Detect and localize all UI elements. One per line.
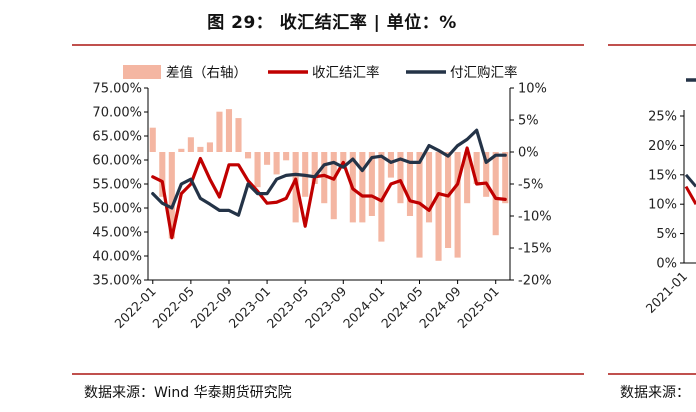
legend-label-settlement: 收汇结汇率: [312, 64, 380, 81]
diff-bar: [225, 109, 233, 152]
diff-bar: [454, 152, 461, 258]
diff-bar: [473, 152, 480, 184]
diff-bar: [340, 152, 347, 168]
diff-bar: [197, 146, 204, 152]
legend-label-purchase: 付汇购汇率: [450, 64, 518, 81]
right-tick-label: -20%: [518, 274, 552, 289]
diff-bar: [321, 152, 328, 204]
right-tick-label: 5%: [518, 114, 539, 129]
diff-bar: [159, 152, 166, 197]
purchase-rate-line: [151, 128, 507, 217]
source-note: 数据来源：Wind 华泰期货研究院: [84, 385, 292, 401]
legend-label-diff: 差值（右轴）: [166, 65, 247, 81]
left-tick-label: 35.00%: [92, 274, 142, 289]
diff-bar: [244, 152, 252, 159]
right-chart-tick-label: 10%: [648, 198, 677, 213]
left-tick-label: 40.00%: [92, 250, 142, 265]
diff-bar: [178, 148, 185, 152]
right-chart-x-tick-label: 2021-01: [643, 269, 691, 317]
legend-swatch-diff: [123, 65, 161, 79]
diff-bar: [435, 152, 442, 261]
diff-bar: [425, 152, 433, 223]
diff-bar: [235, 118, 242, 152]
diff-bar: [406, 152, 414, 216]
diff-bar: [168, 152, 175, 239]
diff-bar: [206, 142, 213, 152]
right-chart-line-2: [684, 185, 696, 205]
diff-bar: [483, 152, 490, 197]
diff-bar: [397, 152, 404, 204]
left-tick-label: 50.00%: [92, 202, 142, 217]
right-top-rule: [608, 44, 696, 46]
right-tick-label: 0%: [518, 146, 539, 161]
diff-bar: [502, 152, 509, 204]
right-chart-tick-label: 15%: [648, 168, 677, 183]
right-source-note: 数据来源：: [620, 385, 690, 401]
diff-bar: [149, 127, 156, 152]
right-chart-tick-label: 5%: [656, 227, 677, 242]
diff-bar: [464, 152, 471, 204]
left-tick-label: 45.00%: [92, 226, 142, 241]
right-tick-label: -5%: [518, 178, 543, 193]
left-tick-label: 65.00%: [92, 130, 142, 145]
diff-bar: [273, 152, 280, 175]
diff-bar: [378, 152, 385, 242]
figure-title: 图 29： 收汇结汇率 | 单位：%: [207, 13, 457, 33]
right-chart-tick-label: 25%: [648, 110, 677, 125]
right-bottom-rule: [608, 373, 696, 375]
diff-bar: [359, 152, 366, 223]
top-rule: [72, 44, 584, 46]
left-tick-label: 55.00%: [92, 178, 142, 193]
diff-bar: [311, 152, 318, 184]
x-tick-label: 2025-01: [454, 284, 502, 332]
bottom-rule: [72, 373, 584, 375]
diff-bar: [283, 152, 290, 161]
diff-bar: [387, 152, 394, 178]
diff-bar: [264, 152, 271, 165]
left-tick-label: 70.00%: [92, 106, 142, 121]
right-chart-tick-label: 0%: [656, 257, 677, 272]
right-chart-line-1: [684, 173, 696, 188]
diff-bar: [368, 152, 375, 216]
diff-bar: [216, 111, 223, 152]
right-tick-label: 10%: [518, 82, 547, 97]
right-chart-tick-label: 20%: [648, 139, 677, 154]
diff-bar: [445, 152, 452, 248]
diff-bar: [492, 152, 499, 236]
left-tick-label: 60.00%: [92, 154, 142, 169]
left-tick-label: 75.00%: [92, 82, 142, 97]
settlement-rate-line: [151, 146, 507, 240]
diff-bar: [254, 152, 261, 188]
right-tick-label: -10%: [518, 210, 552, 225]
right-tick-label: -15%: [518, 242, 552, 257]
diff-bar: [330, 152, 337, 220]
diff-bar: [187, 137, 194, 152]
